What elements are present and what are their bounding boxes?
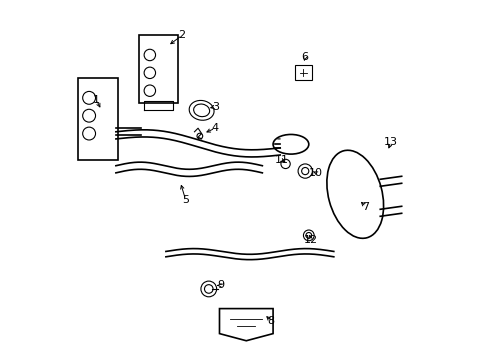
FancyBboxPatch shape (294, 65, 312, 80)
Circle shape (201, 281, 216, 297)
Ellipse shape (193, 104, 209, 117)
Circle shape (298, 164, 312, 178)
Circle shape (204, 285, 213, 293)
Ellipse shape (326, 150, 383, 238)
FancyBboxPatch shape (139, 35, 178, 103)
Circle shape (144, 67, 155, 78)
Polygon shape (219, 309, 272, 341)
Text: 4: 4 (211, 123, 218, 133)
Text: 7: 7 (362, 202, 369, 212)
Circle shape (144, 49, 155, 61)
Circle shape (303, 230, 313, 241)
Text: 12: 12 (303, 235, 317, 245)
Text: 1: 1 (93, 95, 100, 105)
Circle shape (82, 127, 95, 140)
Circle shape (82, 109, 95, 122)
Text: 2: 2 (178, 30, 185, 40)
Text: 5: 5 (182, 195, 189, 204)
Text: 8: 8 (267, 316, 274, 326)
Text: 6: 6 (301, 52, 308, 62)
Text: 3: 3 (211, 102, 218, 112)
Circle shape (305, 233, 311, 238)
Ellipse shape (189, 100, 214, 120)
Circle shape (144, 85, 155, 96)
Circle shape (281, 159, 290, 168)
Ellipse shape (272, 134, 308, 154)
Circle shape (82, 91, 95, 104)
Circle shape (197, 133, 203, 139)
Text: 11: 11 (274, 156, 288, 165)
Text: 9: 9 (217, 280, 224, 291)
Circle shape (301, 167, 308, 175)
Text: 13: 13 (383, 138, 397, 148)
FancyBboxPatch shape (78, 78, 118, 160)
Text: 10: 10 (308, 168, 322, 178)
